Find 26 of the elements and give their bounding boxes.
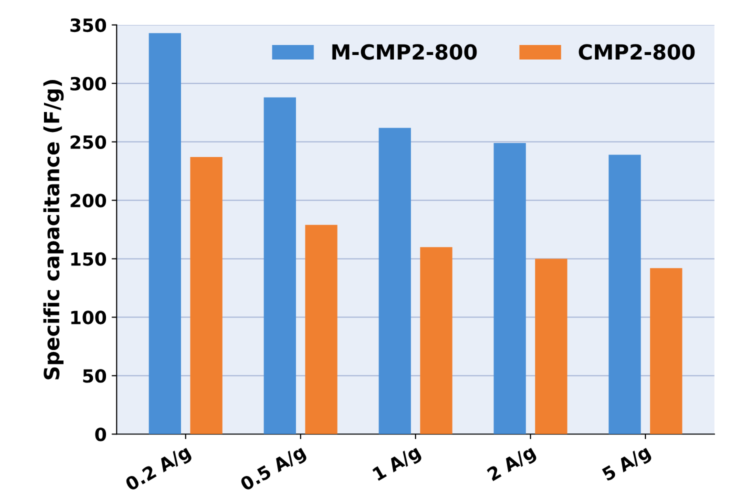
y-tick-label: 0: [95, 428, 106, 442]
x-tick-label: 1 A/g: [372, 444, 423, 484]
x-tick-label: 2 A/g: [486, 444, 538, 484]
bar: [190, 157, 222, 434]
bar: [535, 258, 568, 434]
bar: [494, 143, 526, 434]
bar: [420, 247, 452, 434]
bar: [148, 33, 182, 434]
x-tick-label: 0.5 A/g: [239, 444, 308, 494]
bar: [650, 268, 682, 434]
y-tick-label: 350: [70, 18, 106, 32]
y-axis-title: Specific capacitance (F/g): [43, 80, 64, 380]
legend-label: CMP2-800: [578, 44, 695, 60]
bar: [378, 128, 411, 434]
bar: [608, 154, 641, 434]
y-tick-label: 300: [70, 76, 106, 91]
y-tick-label: 200: [70, 194, 106, 208]
y-tick-label: 150: [71, 252, 106, 266]
x-tick-label: 5 A/g: [602, 444, 653, 484]
y-tick-label: 250: [70, 135, 106, 149]
y-tick-label: 100: [71, 310, 106, 324]
bar: [264, 97, 296, 434]
x-tick-label: 0.2 A/g: [124, 444, 194, 494]
y-tick-label: 50: [83, 369, 106, 383]
bar: [305, 224, 338, 434]
legend-label: M-CMP2-800: [332, 44, 477, 60]
